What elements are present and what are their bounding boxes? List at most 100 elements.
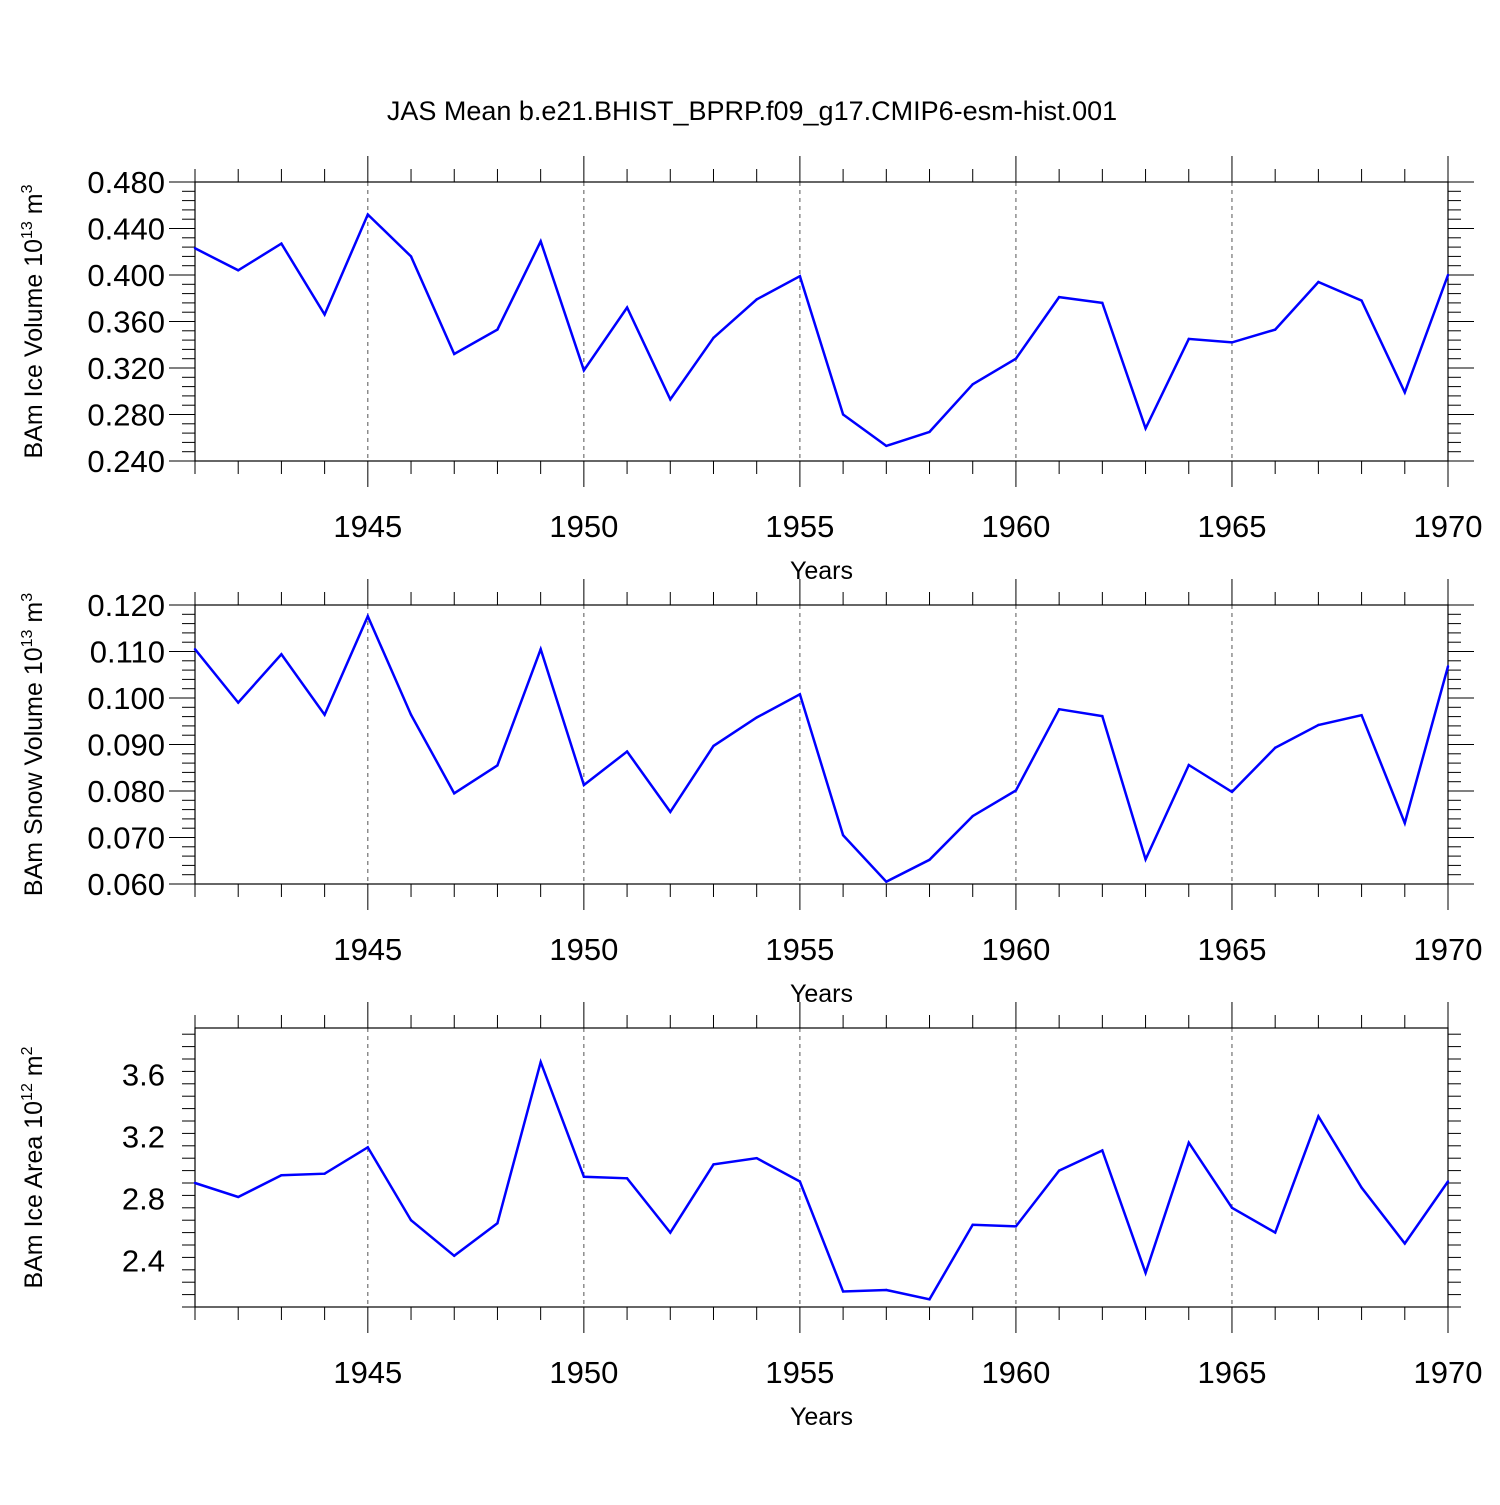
y-tick-label: 0.060 — [87, 867, 165, 902]
data-point — [1014, 1225, 1018, 1228]
data-point — [366, 1146, 370, 1149]
data-point — [798, 1180, 802, 1183]
data-point — [280, 242, 283, 245]
data-point — [582, 783, 586, 787]
data-point — [582, 369, 586, 372]
series-line — [194, 1058, 1450, 1301]
x-tick-label: 1965 — [1197, 509, 1266, 544]
data-point — [928, 858, 931, 862]
data-point — [1144, 1271, 1147, 1275]
data-point — [971, 383, 974, 386]
y-axis-label: BAm Snow Volume 1013 m3 — [19, 593, 48, 896]
y-tick-label: 3.6 — [122, 1058, 165, 1093]
panel-3: 3.6 3.2 2.8 2.4 1945 1950 1955 1960 1965 1970 Year… — [19, 1002, 1482, 1431]
data-point — [755, 716, 758, 719]
x-tick-label: 1970 — [1414, 932, 1483, 967]
data-point — [1273, 1231, 1277, 1234]
plot-frame — [194, 181, 1449, 462]
data-point — [669, 398, 672, 401]
data-point — [237, 1195, 240, 1199]
x-tick-label: 1960 — [981, 509, 1050, 544]
x-axis-label: Years — [790, 1403, 853, 1431]
data-point — [1360, 714, 1363, 717]
data-point — [1360, 1186, 1363, 1189]
data-point — [1187, 337, 1190, 341]
data-point — [625, 750, 629, 753]
y-tick-label: 0.080 — [87, 774, 165, 809]
y-tick-label: 0.090 — [87, 728, 165, 763]
data-point — [1057, 295, 1061, 299]
data-point — [841, 413, 845, 416]
x-tick-label: 1970 — [1414, 1355, 1483, 1390]
data-point — [669, 1231, 672, 1234]
data-point — [1230, 1206, 1234, 1210]
data-point — [712, 1163, 715, 1166]
data-point — [539, 1060, 542, 1064]
data-point — [1446, 273, 1450, 277]
x-tick-label: 1945 — [333, 932, 402, 967]
data-point — [1403, 1242, 1406, 1245]
data-point — [323, 1172, 326, 1175]
data-point — [1273, 746, 1277, 749]
y-tick-label: 0.360 — [87, 305, 165, 340]
x-tick-label: 1950 — [549, 509, 618, 544]
data-point — [1403, 821, 1406, 825]
data-point — [193, 1181, 197, 1185]
data-point — [712, 744, 715, 748]
plot-frame — [194, 604, 1449, 885]
x-tick-label: 1945 — [333, 1355, 402, 1390]
data-point — [1446, 665, 1450, 668]
data-point — [712, 336, 715, 339]
y-axis-label-superscript: 13 — [19, 629, 36, 647]
data-point — [755, 298, 758, 301]
data-point — [1101, 1149, 1104, 1152]
data-point — [539, 647, 542, 651]
data-point — [539, 240, 542, 243]
data-point — [453, 792, 456, 795]
data-point — [798, 693, 802, 696]
data-point — [409, 255, 413, 258]
data-point — [409, 1219, 413, 1222]
x-tick-label: 1960 — [981, 1355, 1050, 1390]
data-point — [798, 274, 802, 278]
data-point — [841, 833, 845, 837]
y-tick-label: 0.320 — [87, 351, 165, 386]
data-point — [841, 1290, 845, 1293]
plot-frame — [194, 1027, 1449, 1308]
x-tick-label: 1970 — [1414, 509, 1483, 544]
data-point — [1101, 301, 1104, 305]
x-tick-label: 1945 — [333, 509, 402, 544]
data-point — [453, 352, 456, 356]
data-point — [1317, 723, 1320, 727]
x-tick-label: 1965 — [1197, 932, 1266, 967]
data-point — [409, 713, 413, 716]
y-tick-label: 0.440 — [87, 212, 165, 247]
y-axis-label: BAm Ice Volume 1013 m3 — [19, 184, 48, 458]
data-point — [625, 1177, 629, 1180]
y-axis-label-text: m — [20, 1055, 48, 1083]
data-point — [1273, 328, 1277, 331]
y-axis-label-superscript: 2 — [19, 1046, 36, 1055]
panel-1: 0.480 0.440 0.400 0.360 0.320 0.280 0.240 1945 1… — [19, 156, 1482, 585]
data-point — [669, 810, 672, 814]
data-point — [366, 213, 370, 216]
y-tick-label: 0.070 — [87, 821, 165, 856]
data-point — [1057, 1169, 1061, 1172]
data-point — [453, 1254, 456, 1258]
data-point — [1014, 789, 1018, 792]
y-axis-label-text: m — [20, 193, 48, 221]
data-point — [885, 880, 888, 883]
chart-title: JAS Mean b.e21.BHIST_BPRP.f09_g17.CMIP6-… — [387, 96, 1117, 126]
data-point — [1360, 299, 1363, 302]
y-axis-label-superscript: 13 — [19, 221, 36, 239]
y-tick-label: 0.100 — [87, 681, 165, 716]
data-point — [1403, 391, 1406, 394]
y-axis-label-text: BAm Snow Volume 10 — [20, 647, 48, 896]
data-point — [323, 713, 326, 716]
y-tick-label: 0.120 — [87, 588, 165, 623]
data-point — [582, 1175, 586, 1179]
x-tick-label: 1960 — [981, 932, 1050, 967]
data-point — [496, 1222, 499, 1225]
x-axis-label: Years — [790, 980, 853, 1008]
data-point — [1187, 763, 1190, 767]
